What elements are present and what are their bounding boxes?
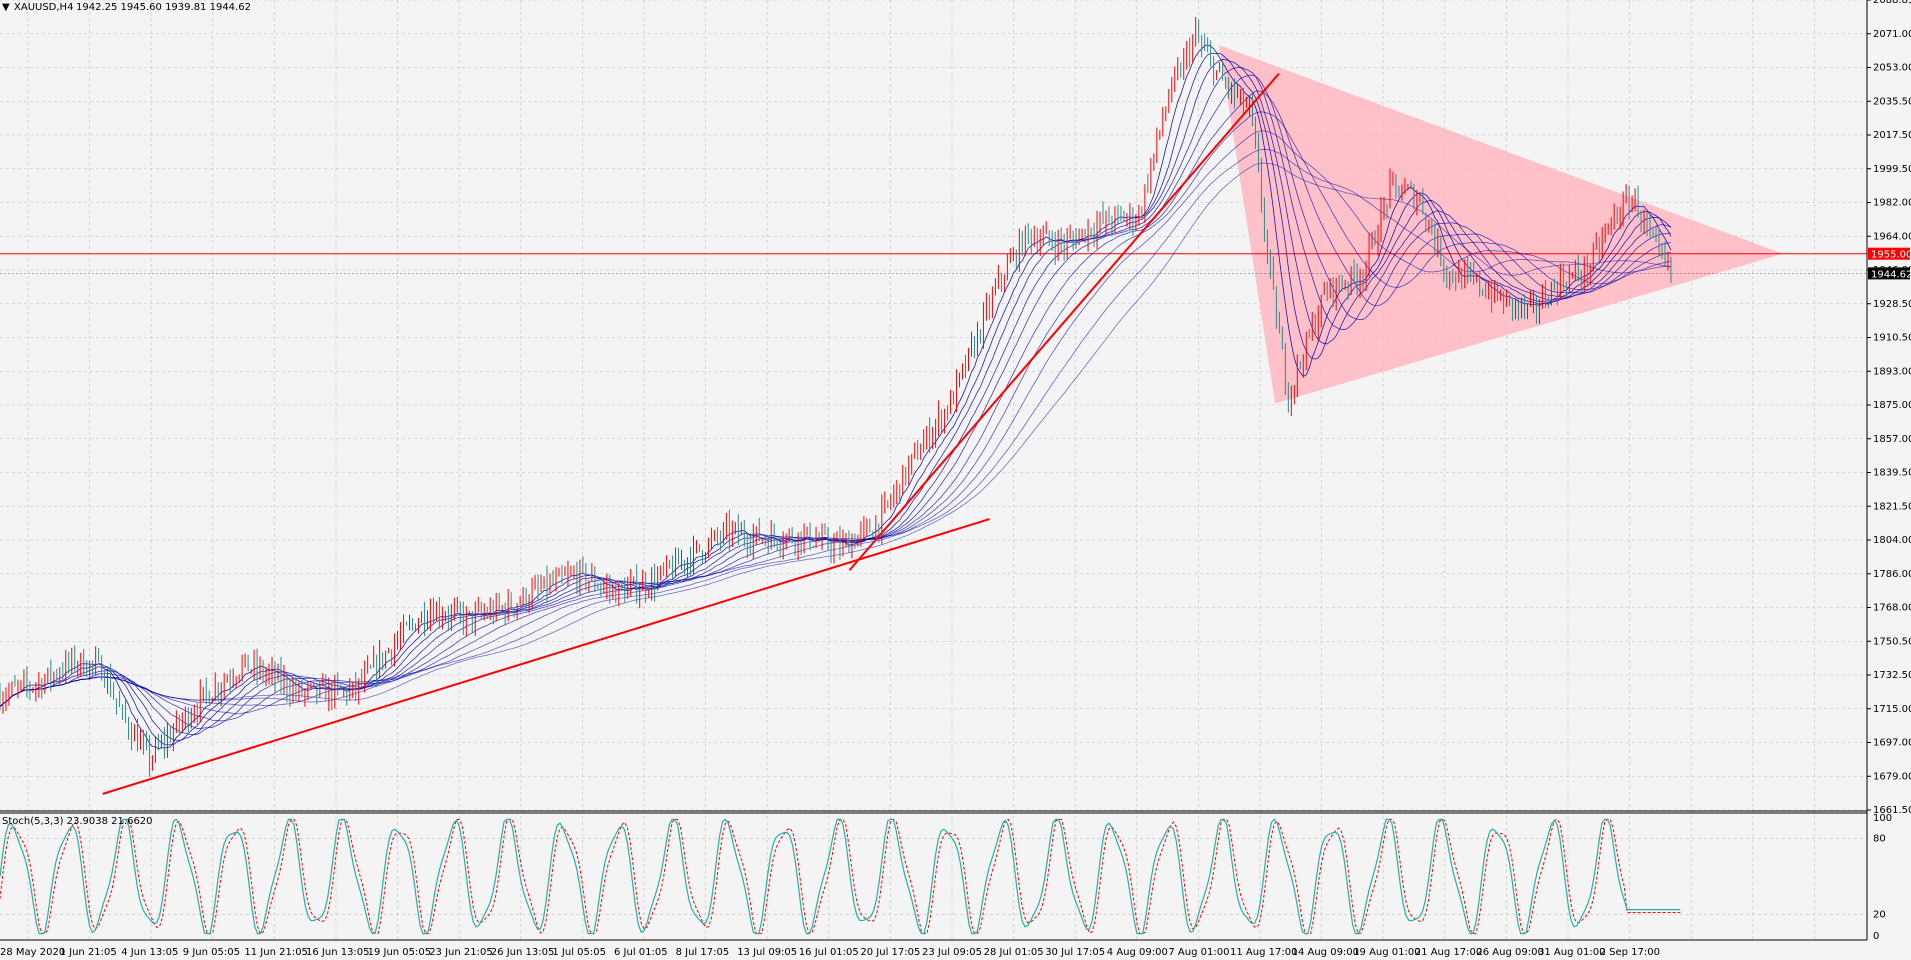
chart-frame — [0, 0, 1868, 941]
price-tick-label: 2035.50 — [1873, 96, 1911, 107]
level-tag-label: 1955.00 — [1871, 250, 1911, 261]
price-tick-label: 1750.50 — [1873, 636, 1911, 647]
price-tick-label: 1697.00 — [1873, 738, 1911, 749]
price-axis: 2088.85 2071.00 2053.00 2035.50 2017.50 1999.… — [1867, 0, 1911, 960]
moving-average-line — [0, 162, 1672, 707]
triangle-shape — [1219, 45, 1783, 404]
time-tick-label: 19 Jun 05:05 — [368, 947, 432, 958]
time-tick-label: 7 Aug 01:00 — [1168, 947, 1229, 958]
trendline — [848, 72, 1280, 571]
moving-average-line — [0, 111, 1672, 715]
price-axis-bg — [1867, 0, 1911, 960]
time-tick-label: 19 Aug 01:00 — [1353, 947, 1420, 958]
price-tick-label: 1732.50 — [1873, 670, 1911, 681]
time-tick-label: 20 Jul 17:05 — [860, 947, 920, 958]
price-tick-label: 1893.00 — [1873, 366, 1911, 377]
moving-average-line — [0, 74, 1671, 729]
stoch-main-line — [0, 818, 1681, 935]
candlestick-series — [0, 16, 1672, 778]
price-tick-label: 1821.50 — [1873, 501, 1911, 512]
time-tick-label: 31 Aug 01:00 — [1538, 947, 1605, 958]
moving-average-line — [0, 130, 1672, 707]
time-tick-label: 21 Aug 17:00 — [1415, 947, 1482, 958]
time-tick-label: 1 Jul 05:05 — [552, 947, 606, 958]
time-tick-label: 4 Jun 13:05 — [121, 947, 178, 958]
time-tick-label: 30 Jul 17:05 — [1045, 947, 1105, 958]
price-tick-label: 1982.00 — [1873, 198, 1911, 209]
level-tag-label: 1944.62 — [1871, 269, 1911, 280]
time-tick-label: 6 Jul 01:05 — [614, 947, 668, 958]
price-tick-label: 2088.85 — [1873, 0, 1911, 6]
time-tick-label: 16 Jun 13:05 — [306, 947, 370, 958]
stochastic-label: Stoch(5,3,3) 23.9038 21.6620 — [2, 816, 153, 827]
time-tick-label: 8 Jul 17:05 — [676, 947, 730, 958]
stoch-scale-label: 100 — [1873, 813, 1892, 824]
level-tag — [1868, 247, 1910, 260]
stochastic-panel: 100 80 20 0 — [0, 813, 1892, 942]
price-tick-label: 2017.50 — [1873, 130, 1911, 141]
time-tick-label: 4 Aug 09:00 — [1107, 947, 1168, 958]
time-tick-label: 16 Jul 01:05 — [799, 947, 859, 958]
time-tick-label: 23 Jul 09:05 — [922, 947, 982, 958]
price-tick-label: 1768.00 — [1873, 603, 1911, 614]
moving-average-line — [0, 90, 1672, 722]
price-tick-label: 1999.50 — [1873, 164, 1911, 175]
time-tick-label: 28 May 2020 — [0, 947, 65, 958]
price-tick-label: 1910.50 — [1873, 333, 1911, 344]
price-tick-label: 1928.50 — [1873, 299, 1911, 310]
time-tick-label: 23 Jun 21:05 — [429, 947, 493, 958]
time-tick-label: 28 Jul 01:05 — [984, 947, 1044, 958]
trendlines — [102, 72, 1280, 795]
ohlc-readout: 1942.25 1945.60 1939.81 1944.62 — [76, 2, 251, 13]
price-tick-label: 1679.00 — [1873, 771, 1911, 782]
price-tick-label: 1857.00 — [1873, 434, 1911, 445]
price-tick-label: 1839.50 — [1873, 468, 1911, 479]
time-tick-label: 9 Jun 05:05 — [183, 947, 240, 958]
trendline — [102, 518, 990, 795]
price-tick-label: 1715.00 — [1873, 704, 1911, 715]
time-tick-label: 11 Aug 17:00 — [1230, 947, 1297, 958]
price-levels — [0, 253, 1867, 274]
time-tick-label: 14 Aug 09:00 — [1292, 947, 1359, 958]
stoch-scale-label: 80 — [1873, 833, 1886, 844]
price-tick-label: 2053.00 — [1873, 63, 1911, 74]
triangle-pattern — [1219, 45, 1783, 404]
stoch-scale-label: 0 — [1873, 931, 1879, 942]
price-tick-label: 1804.00 — [1873, 535, 1911, 546]
time-tick-label: 26 Aug 09:00 — [1476, 947, 1543, 958]
stoch-scale-label: 20 — [1873, 910, 1886, 921]
time-tick-label: 1 Jun 21:05 — [60, 947, 117, 958]
symbol-label: XAUUSD,H4 — [14, 2, 73, 13]
price-tick-label: 1875.00 — [1873, 400, 1911, 411]
price-tick-label: 1661.50 — [1873, 805, 1911, 816]
time-tick-label: 13 Jul 09:05 — [737, 947, 797, 958]
moving-average-line — [0, 149, 1671, 707]
price-tick-label: 1964.00 — [1873, 231, 1911, 242]
chart-menu-icon[interactable]: ▼ — [2, 2, 10, 13]
level-tag — [1868, 267, 1910, 280]
time-tick-label: 26 Jun 13:05 — [491, 947, 555, 958]
price-tick-label: 2071.00 — [1873, 29, 1911, 40]
time-tick-label: 2 Sep 17:00 — [1600, 947, 1660, 958]
time-tick-label: 11 Jun 21:05 — [244, 947, 308, 958]
price-tick-label: 1786.00 — [1873, 569, 1911, 580]
